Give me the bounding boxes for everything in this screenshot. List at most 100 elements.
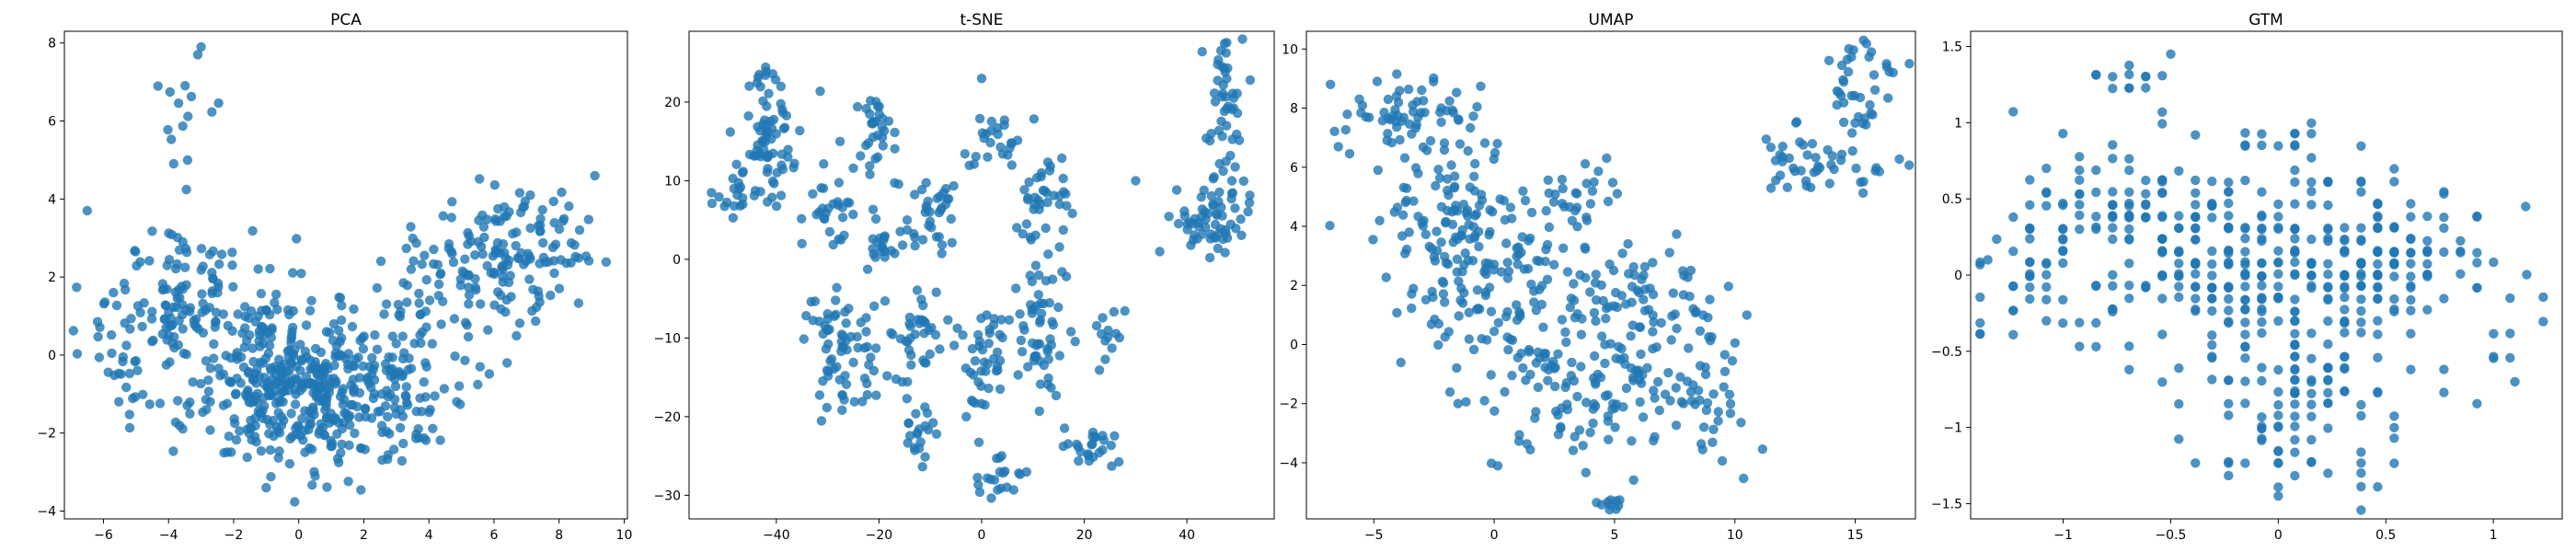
tsne-point — [728, 173, 738, 184]
tsne-point — [1083, 449, 1093, 459]
tsne-point — [817, 203, 828, 213]
tsne-point — [1046, 383, 1056, 393]
tsne-point — [938, 188, 949, 198]
pca-point — [124, 368, 135, 379]
gtm-point — [2538, 316, 2548, 327]
tsne-point — [861, 313, 871, 323]
umap-point — [1838, 75, 1848, 86]
gtm-point — [2439, 387, 2449, 397]
umap-point — [1866, 47, 1877, 57]
umap-point — [1719, 366, 1731, 376]
pca-point — [244, 366, 254, 377]
pca-point — [514, 318, 525, 328]
gtm-point — [2207, 176, 2217, 187]
pca-point — [163, 124, 173, 135]
pca-point — [235, 426, 245, 436]
umap-point — [1603, 416, 1614, 426]
tsne-point — [973, 479, 983, 490]
pca-point — [432, 259, 443, 270]
gtm-point — [2373, 282, 2383, 292]
tsne-point — [838, 330, 848, 341]
tsne-point — [799, 334, 809, 344]
umap-point — [1496, 267, 1507, 277]
tsne-point — [1035, 356, 1045, 366]
pca-point — [283, 351, 293, 362]
gtm-point — [2306, 187, 2317, 197]
tsne-point — [864, 360, 874, 370]
umap-point — [1664, 247, 1674, 258]
umap-point — [1480, 258, 1491, 269]
gtm-point — [2306, 177, 2317, 188]
umap-point — [1553, 349, 1563, 359]
gtm-point — [2207, 259, 2217, 270]
tsne-point — [920, 452, 930, 462]
umap-point — [1502, 306, 1512, 317]
pca-point — [370, 330, 380, 340]
gtm-point — [2356, 281, 2366, 291]
umap-point — [1700, 369, 1711, 380]
gtm-point — [2389, 422, 2399, 432]
umap-point — [1512, 259, 1523, 270]
pca-point — [475, 362, 485, 372]
umap-point — [1519, 264, 1530, 274]
umap-point — [1846, 128, 1857, 138]
umap-point — [1861, 39, 1872, 49]
pca-point — [301, 320, 312, 330]
gtm-point — [2041, 316, 2052, 326]
pca-point — [395, 312, 406, 322]
pca-point — [463, 331, 474, 342]
tsne-point — [930, 329, 941, 340]
umap-point — [1812, 161, 1823, 171]
gtm-point — [2306, 258, 2317, 268]
gtm-point — [2174, 247, 2184, 258]
pca-point — [121, 382, 132, 393]
gtm-point — [2356, 410, 2366, 421]
pca-point — [402, 297, 412, 307]
gtm-point — [2166, 49, 2176, 59]
gtm-point — [2207, 330, 2217, 340]
tsne-point — [921, 358, 931, 368]
gtm-point — [2240, 329, 2250, 339]
tsne-point — [833, 200, 844, 211]
pca-point — [460, 254, 470, 264]
umap-point — [1611, 353, 1621, 363]
gtm-point — [2356, 468, 2366, 478]
gtm-point — [2124, 210, 2134, 221]
umap-point — [1725, 408, 1736, 419]
pca-point — [178, 348, 189, 359]
gtm-point — [2124, 154, 2134, 164]
tsne-point — [1025, 232, 1035, 243]
gtm-point — [2290, 306, 2300, 316]
tsne-point — [983, 359, 993, 369]
gtm-point — [2174, 292, 2184, 303]
tsne-point — [983, 383, 994, 394]
umap-point — [1565, 302, 1576, 313]
pca-point — [128, 393, 138, 404]
umap-point — [1695, 326, 1706, 336]
gtm-point — [2340, 293, 2350, 303]
gtm-point — [2505, 293, 2515, 304]
umap-point — [1473, 304, 1483, 314]
tsne-point — [1090, 431, 1100, 443]
gtm-point — [2191, 188, 2201, 198]
pca-point — [307, 480, 317, 490]
gtm-point — [2538, 292, 2548, 303]
tsne-point — [1098, 445, 1108, 455]
umap-point — [1636, 349, 1646, 360]
tsne-point — [1003, 150, 1013, 160]
umap-point — [1717, 455, 1728, 466]
tsne-point — [1029, 114, 1040, 124]
umap-point — [1724, 389, 1735, 399]
umap-point — [1656, 317, 1666, 328]
umap-point — [1561, 378, 1572, 388]
gtm-point — [2306, 129, 2317, 139]
pca-point — [356, 485, 366, 495]
gtm-point — [2323, 374, 2333, 385]
tsne-point — [910, 241, 920, 251]
tsne-point — [1204, 252, 1215, 263]
pca-point — [401, 382, 411, 392]
pca-point — [107, 348, 117, 359]
gtm-point — [2455, 236, 2466, 246]
pca-point — [251, 437, 261, 447]
pca-point — [385, 371, 396, 381]
